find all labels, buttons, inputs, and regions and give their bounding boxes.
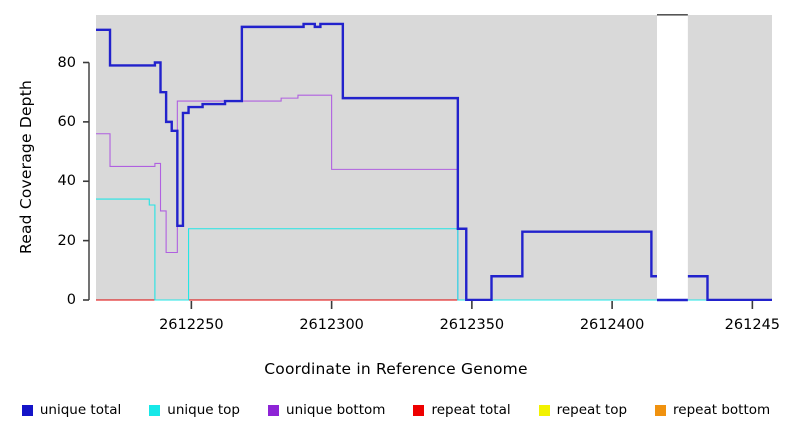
legend-label: repeat bottom bbox=[673, 402, 771, 418]
x-tick-label: 2612350 bbox=[439, 317, 505, 333]
legend-item[interactable]: unique top bbox=[149, 402, 240, 418]
chart-legend: unique total unique top unique bottom repea… bbox=[0, 399, 792, 421]
gap-top-cap bbox=[656, 14, 688, 16]
legend-item[interactable]: repeat top bbox=[538, 402, 628, 418]
series-group bbox=[96, 22, 772, 301]
legend-swatch-icon bbox=[21, 404, 33, 416]
y-tick-label: 80 bbox=[57, 54, 76, 71]
x-tick-label: 261245 bbox=[724, 317, 781, 333]
x-tick-label: 2612400 bbox=[579, 317, 645, 333]
legend-label: unique top bbox=[167, 402, 241, 418]
x-axis-title: Coordinate in Reference Genome bbox=[264, 360, 528, 378]
legend-label: repeat total bbox=[431, 402, 511, 418]
legend-swatch-icon bbox=[538, 404, 550, 416]
y-tick-label: 0 bbox=[66, 292, 76, 308]
legend-swatch-icon bbox=[268, 404, 280, 416]
data-gap-band bbox=[656, 15, 688, 300]
y-tick-label: 20 bbox=[57, 232, 76, 249]
legend-label: unique bottom bbox=[286, 402, 386, 418]
y-axis-title: Read Coverage Depth bbox=[17, 79, 35, 255]
legend-swatch-icon bbox=[149, 404, 161, 416]
y-tick-label: 60 bbox=[57, 113, 76, 130]
legend-item[interactable]: repeat total bbox=[413, 402, 511, 418]
legend-item[interactable]: unique bottom bbox=[268, 402, 385, 418]
legend-item[interactable]: unique total bbox=[21, 402, 122, 418]
series-line-unique-top bbox=[96, 198, 772, 301]
x-tick-label: 2612300 bbox=[299, 317, 364, 333]
legend-label: repeat top bbox=[556, 402, 628, 418]
x-tick-label: 2612250 bbox=[159, 317, 224, 333]
series-line-unique-total bbox=[96, 22, 772, 301]
legend-swatch-icon bbox=[413, 404, 425, 416]
legend-item[interactable]: repeat bottom bbox=[655, 402, 770, 418]
y-tick-label: 40 bbox=[57, 173, 76, 190]
legend-swatch-icon bbox=[655, 404, 667, 416]
legend-label: unique total bbox=[39, 402, 122, 418]
